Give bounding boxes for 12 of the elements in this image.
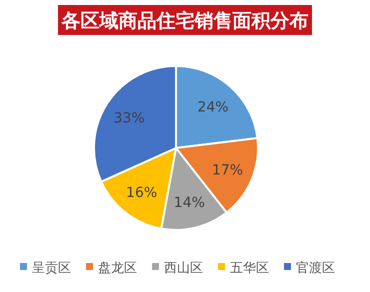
data-label: 33% — [114, 110, 145, 127]
legend-label: 盘龙区 — [98, 261, 137, 276]
chart-title: 各区域商品住宅销售面积分布 — [60, 10, 308, 32]
legend-label: 西山区 — [164, 261, 203, 276]
data-label: 16% — [126, 184, 158, 201]
title: 各区域商品住宅销售面积分布 — [58, 5, 312, 35]
legend-label: 呈贡区 — [32, 261, 71, 276]
data-label: 24% — [197, 99, 229, 116]
data-label: 14% — [174, 195, 205, 212]
legend-label: 五华区 — [230, 261, 269, 276]
legend-label: 官渡区 — [296, 260, 335, 276]
data-label: 17% — [212, 162, 244, 178]
